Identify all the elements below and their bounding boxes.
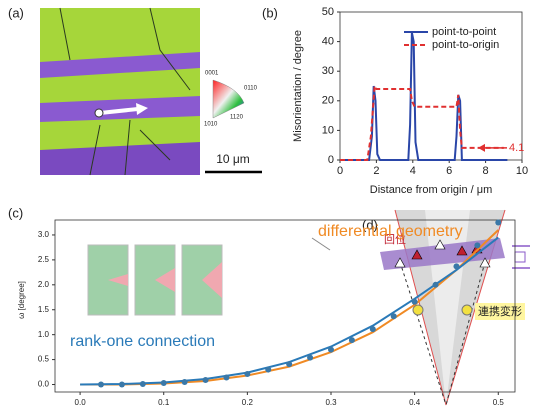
data-point bbox=[161, 380, 167, 386]
series-label: differential geometry bbox=[318, 223, 463, 240]
data-point bbox=[412, 299, 418, 305]
x-tick-label: 0.0 bbox=[75, 398, 87, 407]
figure: (a) 0001 0110 1010 1120 10 μm (d) bbox=[0, 0, 540, 414]
panel-label: (b) bbox=[262, 5, 278, 20]
ipf-label: 1010 bbox=[204, 122, 218, 128]
y-tick-label: 50 bbox=[322, 6, 334, 18]
y-tick-label: 20 bbox=[322, 95, 334, 107]
data-point bbox=[433, 282, 439, 288]
x-tick-label: 0.3 bbox=[325, 398, 337, 407]
series-line bbox=[340, 86, 504, 160]
y-tick-label: 30 bbox=[322, 65, 334, 77]
y-tick-label: 0.5 bbox=[38, 355, 50, 364]
data-point bbox=[140, 381, 146, 387]
data-point bbox=[244, 371, 250, 377]
y-tick-label: 1.5 bbox=[38, 305, 50, 314]
y-tick-label: 2.0 bbox=[38, 280, 50, 289]
x-axis-label: Distance from origin / μm bbox=[370, 184, 492, 196]
ipf-label: 0001 bbox=[205, 71, 219, 77]
ipf-label: 0110 bbox=[244, 86, 258, 92]
cooperative-label: 連携変形 bbox=[478, 304, 522, 318]
data-point bbox=[265, 367, 271, 373]
data-point bbox=[98, 382, 104, 388]
x-tick-label: 2 bbox=[373, 165, 379, 177]
scale-label: 10 μm bbox=[216, 152, 250, 166]
x-tick-label: 8 bbox=[483, 165, 489, 177]
data-point bbox=[391, 313, 397, 319]
data-point bbox=[223, 375, 229, 381]
legend-label: point-to-origin bbox=[432, 39, 499, 51]
data-point bbox=[349, 337, 355, 343]
data-point bbox=[495, 219, 501, 225]
ipf-key bbox=[213, 80, 244, 118]
series-line bbox=[340, 33, 507, 160]
panel-a: (a) 0001 0110 1010 1120 10 μm bbox=[8, 5, 262, 175]
scan-origin bbox=[95, 109, 103, 117]
data-point bbox=[328, 347, 334, 353]
data-point bbox=[119, 382, 125, 388]
panel-label: (c) bbox=[8, 205, 23, 220]
legend-label: point-to-point bbox=[432, 26, 496, 38]
y-tick-label: 3.0 bbox=[38, 230, 50, 239]
data-point bbox=[370, 326, 376, 332]
data-point bbox=[453, 263, 459, 269]
x-tick-label: 0.2 bbox=[242, 398, 254, 407]
data-point bbox=[286, 361, 292, 367]
x-tick-label: 4 bbox=[410, 165, 416, 177]
insets bbox=[88, 245, 222, 315]
y-tick-label: 10 bbox=[322, 124, 334, 136]
x-tick-label: 10 bbox=[516, 165, 528, 177]
panel-label: (a) bbox=[8, 5, 24, 20]
y-tick-label: 2.5 bbox=[38, 255, 50, 264]
y-tick-label: 0.0 bbox=[38, 380, 50, 389]
x-tick-label: 0.5 bbox=[493, 398, 505, 407]
series-label: rank-one connection bbox=[70, 333, 215, 350]
y-axis-label: Misorientation / degree bbox=[292, 30, 304, 142]
data-point bbox=[307, 355, 313, 361]
data-point bbox=[203, 377, 209, 383]
y-tick-label: 40 bbox=[322, 36, 334, 48]
annotation-arrowhead bbox=[478, 144, 485, 152]
x-tick-label: 0.4 bbox=[409, 398, 421, 407]
data-point bbox=[182, 379, 188, 385]
data-point bbox=[474, 242, 480, 248]
x-tick-label: 0.1 bbox=[158, 398, 170, 407]
y-tick-label: 0 bbox=[328, 154, 334, 166]
y-axis-label: ω [degree] bbox=[17, 281, 26, 319]
ipf-label: 1120 bbox=[230, 115, 244, 121]
x-tick-label: 6 bbox=[446, 165, 452, 177]
annotation-label: 4.1 bbox=[509, 142, 524, 154]
x-tick-label: 0 bbox=[337, 165, 343, 177]
y-tick-label: 1.0 bbox=[38, 330, 50, 339]
